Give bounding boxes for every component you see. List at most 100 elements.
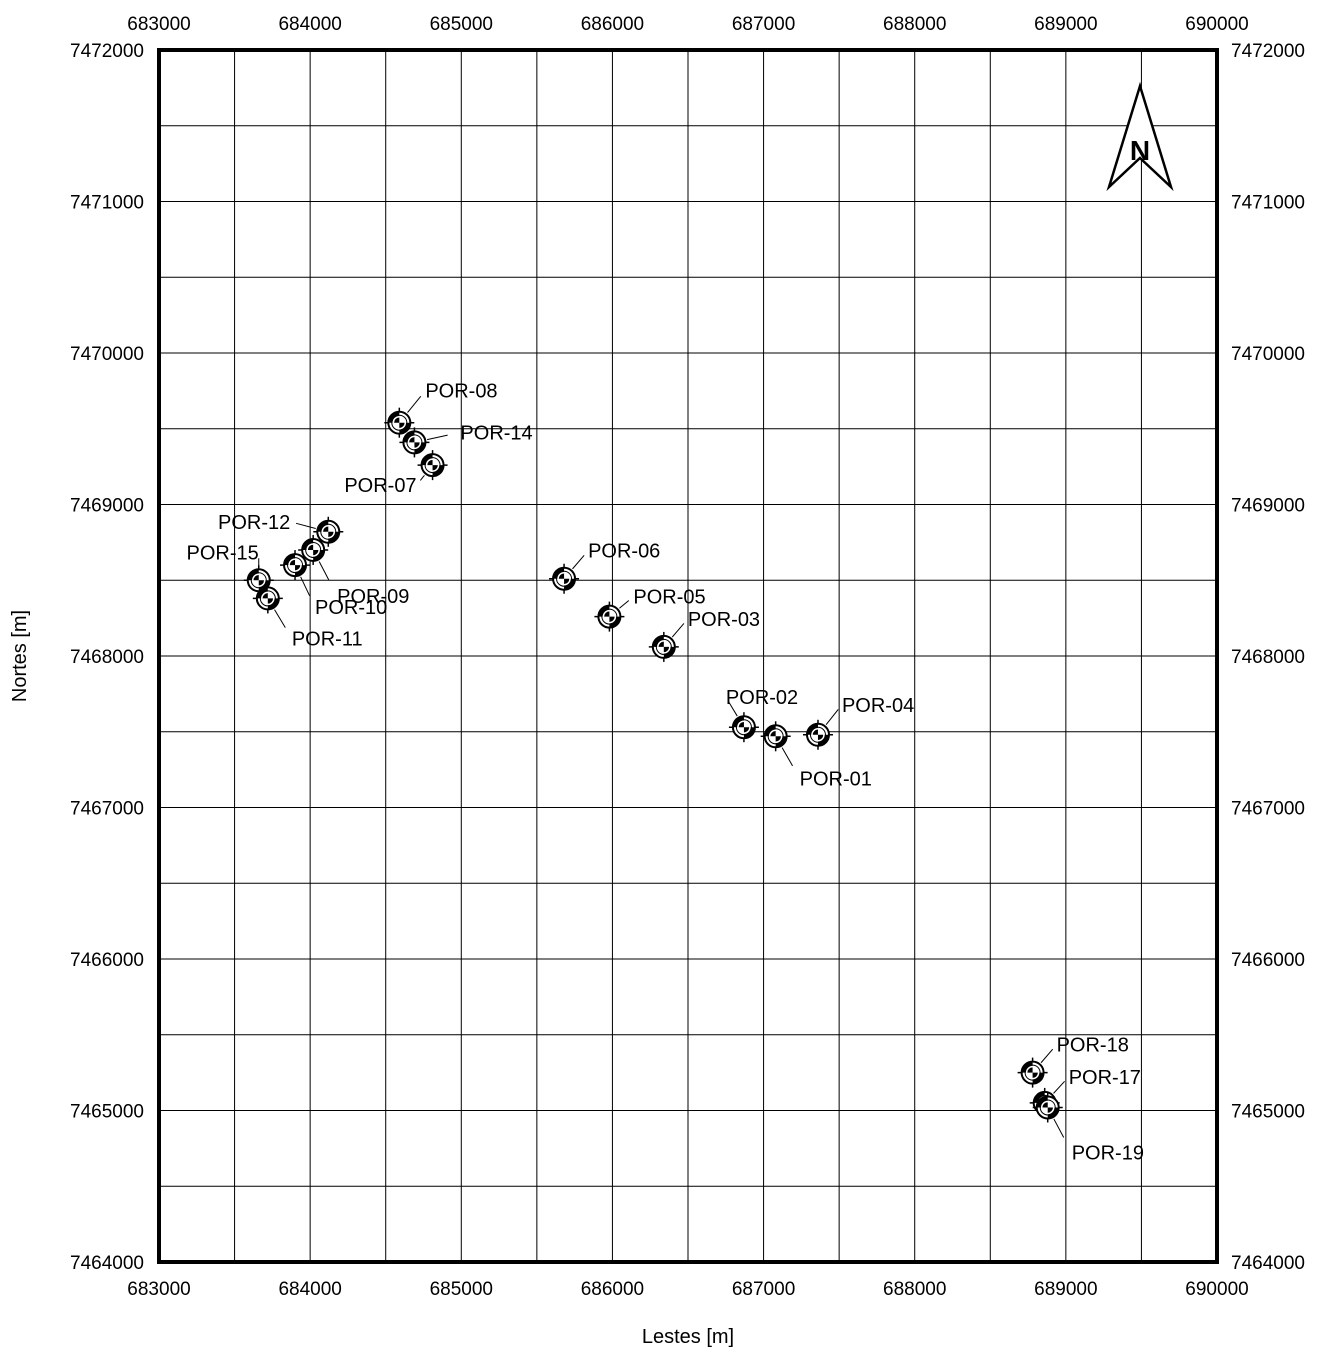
well-leader-line xyxy=(781,747,793,767)
well-inner-ring xyxy=(811,728,825,742)
well-inner-ring xyxy=(250,572,267,589)
x-tick-label-bottom: 685000 xyxy=(430,1279,493,1300)
well-inner-ring xyxy=(288,558,302,572)
x-tick-label-bottom: 688000 xyxy=(883,1279,946,1300)
well-inner-ring xyxy=(601,608,618,625)
x-tick-label-top: 684000 xyxy=(278,14,341,35)
well-marker: POR-15 xyxy=(187,542,274,596)
y-tick-label-left: 7468000 xyxy=(70,647,144,668)
x-tick-label-top: 686000 xyxy=(581,14,644,35)
well-inner-ring xyxy=(602,609,617,624)
x-tick-label-bottom: 684000 xyxy=(278,1279,341,1300)
x-tick-label-top: 690000 xyxy=(1185,14,1248,35)
well-inner-ring xyxy=(809,726,826,743)
well-leader-line xyxy=(1040,1048,1054,1064)
map-frame xyxy=(157,48,1219,1264)
well-label: POR-14 xyxy=(460,422,532,444)
well-inner-ring xyxy=(556,570,573,587)
north-arrow-label: N xyxy=(1130,135,1150,166)
well-marker: POR-18 xyxy=(1017,1035,1129,1088)
well-marker: POR-02 xyxy=(726,687,798,743)
well-leader-line xyxy=(274,609,286,628)
well-leader-line xyxy=(572,554,585,570)
y-tick-label-right: 7470000 xyxy=(1231,344,1305,365)
well-leader-line xyxy=(728,702,738,717)
y-tick-label-right: 7469000 xyxy=(1231,496,1305,517)
well-inner-ring xyxy=(321,525,336,539)
well-marker: POR-11 xyxy=(252,583,363,650)
well-inner-ring xyxy=(1040,1100,1055,1115)
well-inner-ring xyxy=(424,457,441,474)
well-inner-ring xyxy=(768,729,783,744)
well-inner-ring xyxy=(305,541,322,558)
y-tick-label-right: 7465000 xyxy=(1231,1102,1305,1123)
well-inner-ring xyxy=(425,458,440,472)
y-tick-label-left: 7471000 xyxy=(70,193,144,214)
y-tick-label-left: 7469000 xyxy=(70,496,144,517)
well-label: POR-15 xyxy=(187,542,259,564)
well-label: POR-08 xyxy=(425,381,497,403)
well-label: POR-04 xyxy=(842,695,914,717)
y-tick-label-left: 7470000 xyxy=(70,344,144,365)
well-label: POR-07 xyxy=(344,475,416,497)
y-tick-label-right: 7467000 xyxy=(1231,799,1305,820)
well-inner-ring xyxy=(261,591,275,606)
x-tick-label-top: 688000 xyxy=(883,14,946,35)
well-label: POR-02 xyxy=(726,687,798,709)
x-tick-label-top: 683000 xyxy=(127,14,190,35)
well-label: POR-12 xyxy=(218,512,290,534)
y-tick-label-left: 7465000 xyxy=(70,1102,144,1123)
well-inner-ring xyxy=(1039,1099,1056,1116)
well-inner-ring xyxy=(392,415,407,430)
well-inner-ring xyxy=(406,434,423,451)
well-leader-line xyxy=(407,395,422,413)
well-inner-ring xyxy=(320,523,337,540)
well-marker: POR-12 xyxy=(218,512,344,547)
well-marker: POR-09 xyxy=(298,534,409,608)
north-arrow: N xyxy=(1106,81,1174,192)
x-tick-label-bottom: 686000 xyxy=(581,1279,644,1300)
well-marker: POR-19 xyxy=(1032,1092,1144,1164)
well-label: POR-17 xyxy=(1069,1067,1141,1089)
x-tick-label-bottom: 683000 xyxy=(127,1279,190,1300)
well-marker: POR-14 xyxy=(399,422,533,458)
well-inner-ring xyxy=(1025,1065,1040,1080)
y-tick-label-right: 7472000 xyxy=(1231,41,1305,62)
well-label: POR-06 xyxy=(588,541,660,563)
well-inner-ring xyxy=(767,728,784,745)
well-label: POR-18 xyxy=(1057,1035,1129,1057)
x-tick-label-bottom: 687000 xyxy=(732,1279,795,1300)
well-leader-line xyxy=(1053,1118,1065,1138)
well-leader-line xyxy=(1053,1080,1065,1094)
well-inner-ring xyxy=(557,571,571,586)
well-label: POR-03 xyxy=(688,609,760,631)
y-tick-label-left: 7464000 xyxy=(70,1253,144,1274)
well-inner-ring xyxy=(735,719,752,736)
well-inner-ring xyxy=(657,640,671,654)
y-tick-label-left: 7472000 xyxy=(70,41,144,62)
well-label: POR-05 xyxy=(633,587,705,609)
well-marker: POR-03 xyxy=(648,609,760,662)
well-inner-ring xyxy=(1024,1064,1041,1081)
well-marker: POR-08 xyxy=(384,381,498,438)
well-marker: POR-10 xyxy=(280,550,387,619)
well-leader-line xyxy=(295,522,316,529)
y-tick-label-right: 7464000 xyxy=(1231,1253,1305,1274)
well-inner-ring xyxy=(391,414,408,431)
well-inner-ring xyxy=(287,557,304,574)
well-inner-ring xyxy=(655,638,672,655)
well-leader-line xyxy=(318,561,330,581)
x-tick-label-top: 689000 xyxy=(1034,14,1097,35)
north-arrow-icon xyxy=(1106,81,1174,192)
well-label: POR-19 xyxy=(1072,1142,1144,1164)
y-tick-label-right: 7466000 xyxy=(1231,950,1305,971)
y-tick-label-right: 7468000 xyxy=(1231,647,1305,668)
well-label: POR-11 xyxy=(292,628,363,650)
x-tick-label-bottom: 690000 xyxy=(1185,1279,1248,1300)
well-inner-ring xyxy=(252,573,266,587)
well-inner-ring xyxy=(259,590,276,607)
well-leader-line xyxy=(671,623,685,638)
x-tick-label-top: 685000 xyxy=(430,14,493,35)
